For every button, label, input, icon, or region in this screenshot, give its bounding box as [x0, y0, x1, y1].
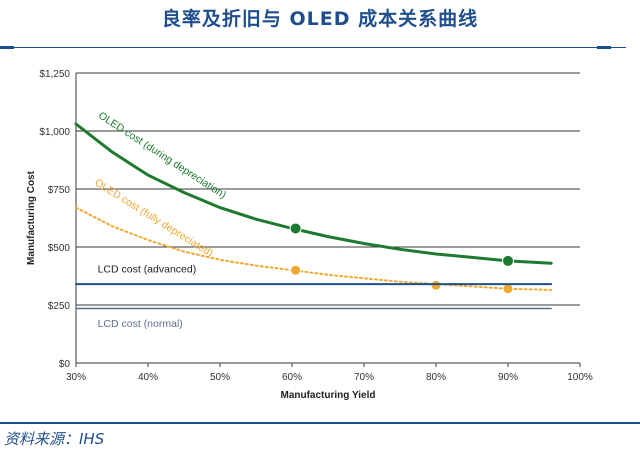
- x-tick-label: 30%: [66, 372, 86, 383]
- oled-cost-chart: $0 $250 $500 $750 $1,000 $1,250 30% 40% 50% 60% 70…: [26, 69, 593, 401]
- label-lcd-normal: LCD cost (normal): [98, 318, 183, 330]
- axes: $0 $250 $500 $750 $1,000 $1,250 30% 40% 50% 60% 70…: [26, 69, 593, 401]
- x-tick-label: 70%: [354, 372, 374, 383]
- footer-rule: [0, 422, 640, 424]
- oled-depreciated-line: [75, 206, 553, 291]
- x-tick-label: 60%: [282, 372, 302, 383]
- y-axis-title: Manufacturing Cost: [26, 170, 37, 265]
- header-rule-cap-right: [597, 46, 611, 49]
- source-note: 资料来源：IHS: [4, 430, 105, 448]
- header-rule: [14, 47, 626, 48]
- label-lcd-advanced: LCD cost (advanced): [98, 264, 197, 276]
- series-labels: OLED cost (during depreciation)OLED cost…: [92, 110, 228, 331]
- y-tick-label: $0: [59, 359, 71, 370]
- data-point-marker: [502, 283, 514, 295]
- y-tick-label: $750: [48, 185, 71, 196]
- header-rule-cap-left: [0, 46, 14, 49]
- x-tick-label: 50%: [210, 372, 230, 383]
- data-point-marker: [290, 264, 302, 276]
- series: [74, 122, 553, 310]
- data-point-marker: [502, 254, 514, 267]
- x-tick-label: 80%: [426, 372, 446, 383]
- x-tick-label: 90%: [498, 372, 518, 383]
- y-tick-label: $250: [48, 301, 71, 312]
- y-tick-label: $1,000: [39, 127, 70, 138]
- x-tick-label: 40%: [138, 372, 158, 383]
- x-axis-title: Manufacturing Yield: [280, 390, 375, 401]
- grid: [76, 72, 580, 364]
- y-tick-label: $1,250: [39, 69, 70, 80]
- oled-depreciation-line: [74, 122, 553, 265]
- y-tick-label: $500: [48, 243, 71, 254]
- data-point-marker: [430, 279, 442, 291]
- page-title: 良率及折旧与 OLED 成本关系曲线: [161, 8, 479, 30]
- data-point-marker: [289, 222, 302, 235]
- x-tick-label: 100%: [567, 372, 593, 383]
